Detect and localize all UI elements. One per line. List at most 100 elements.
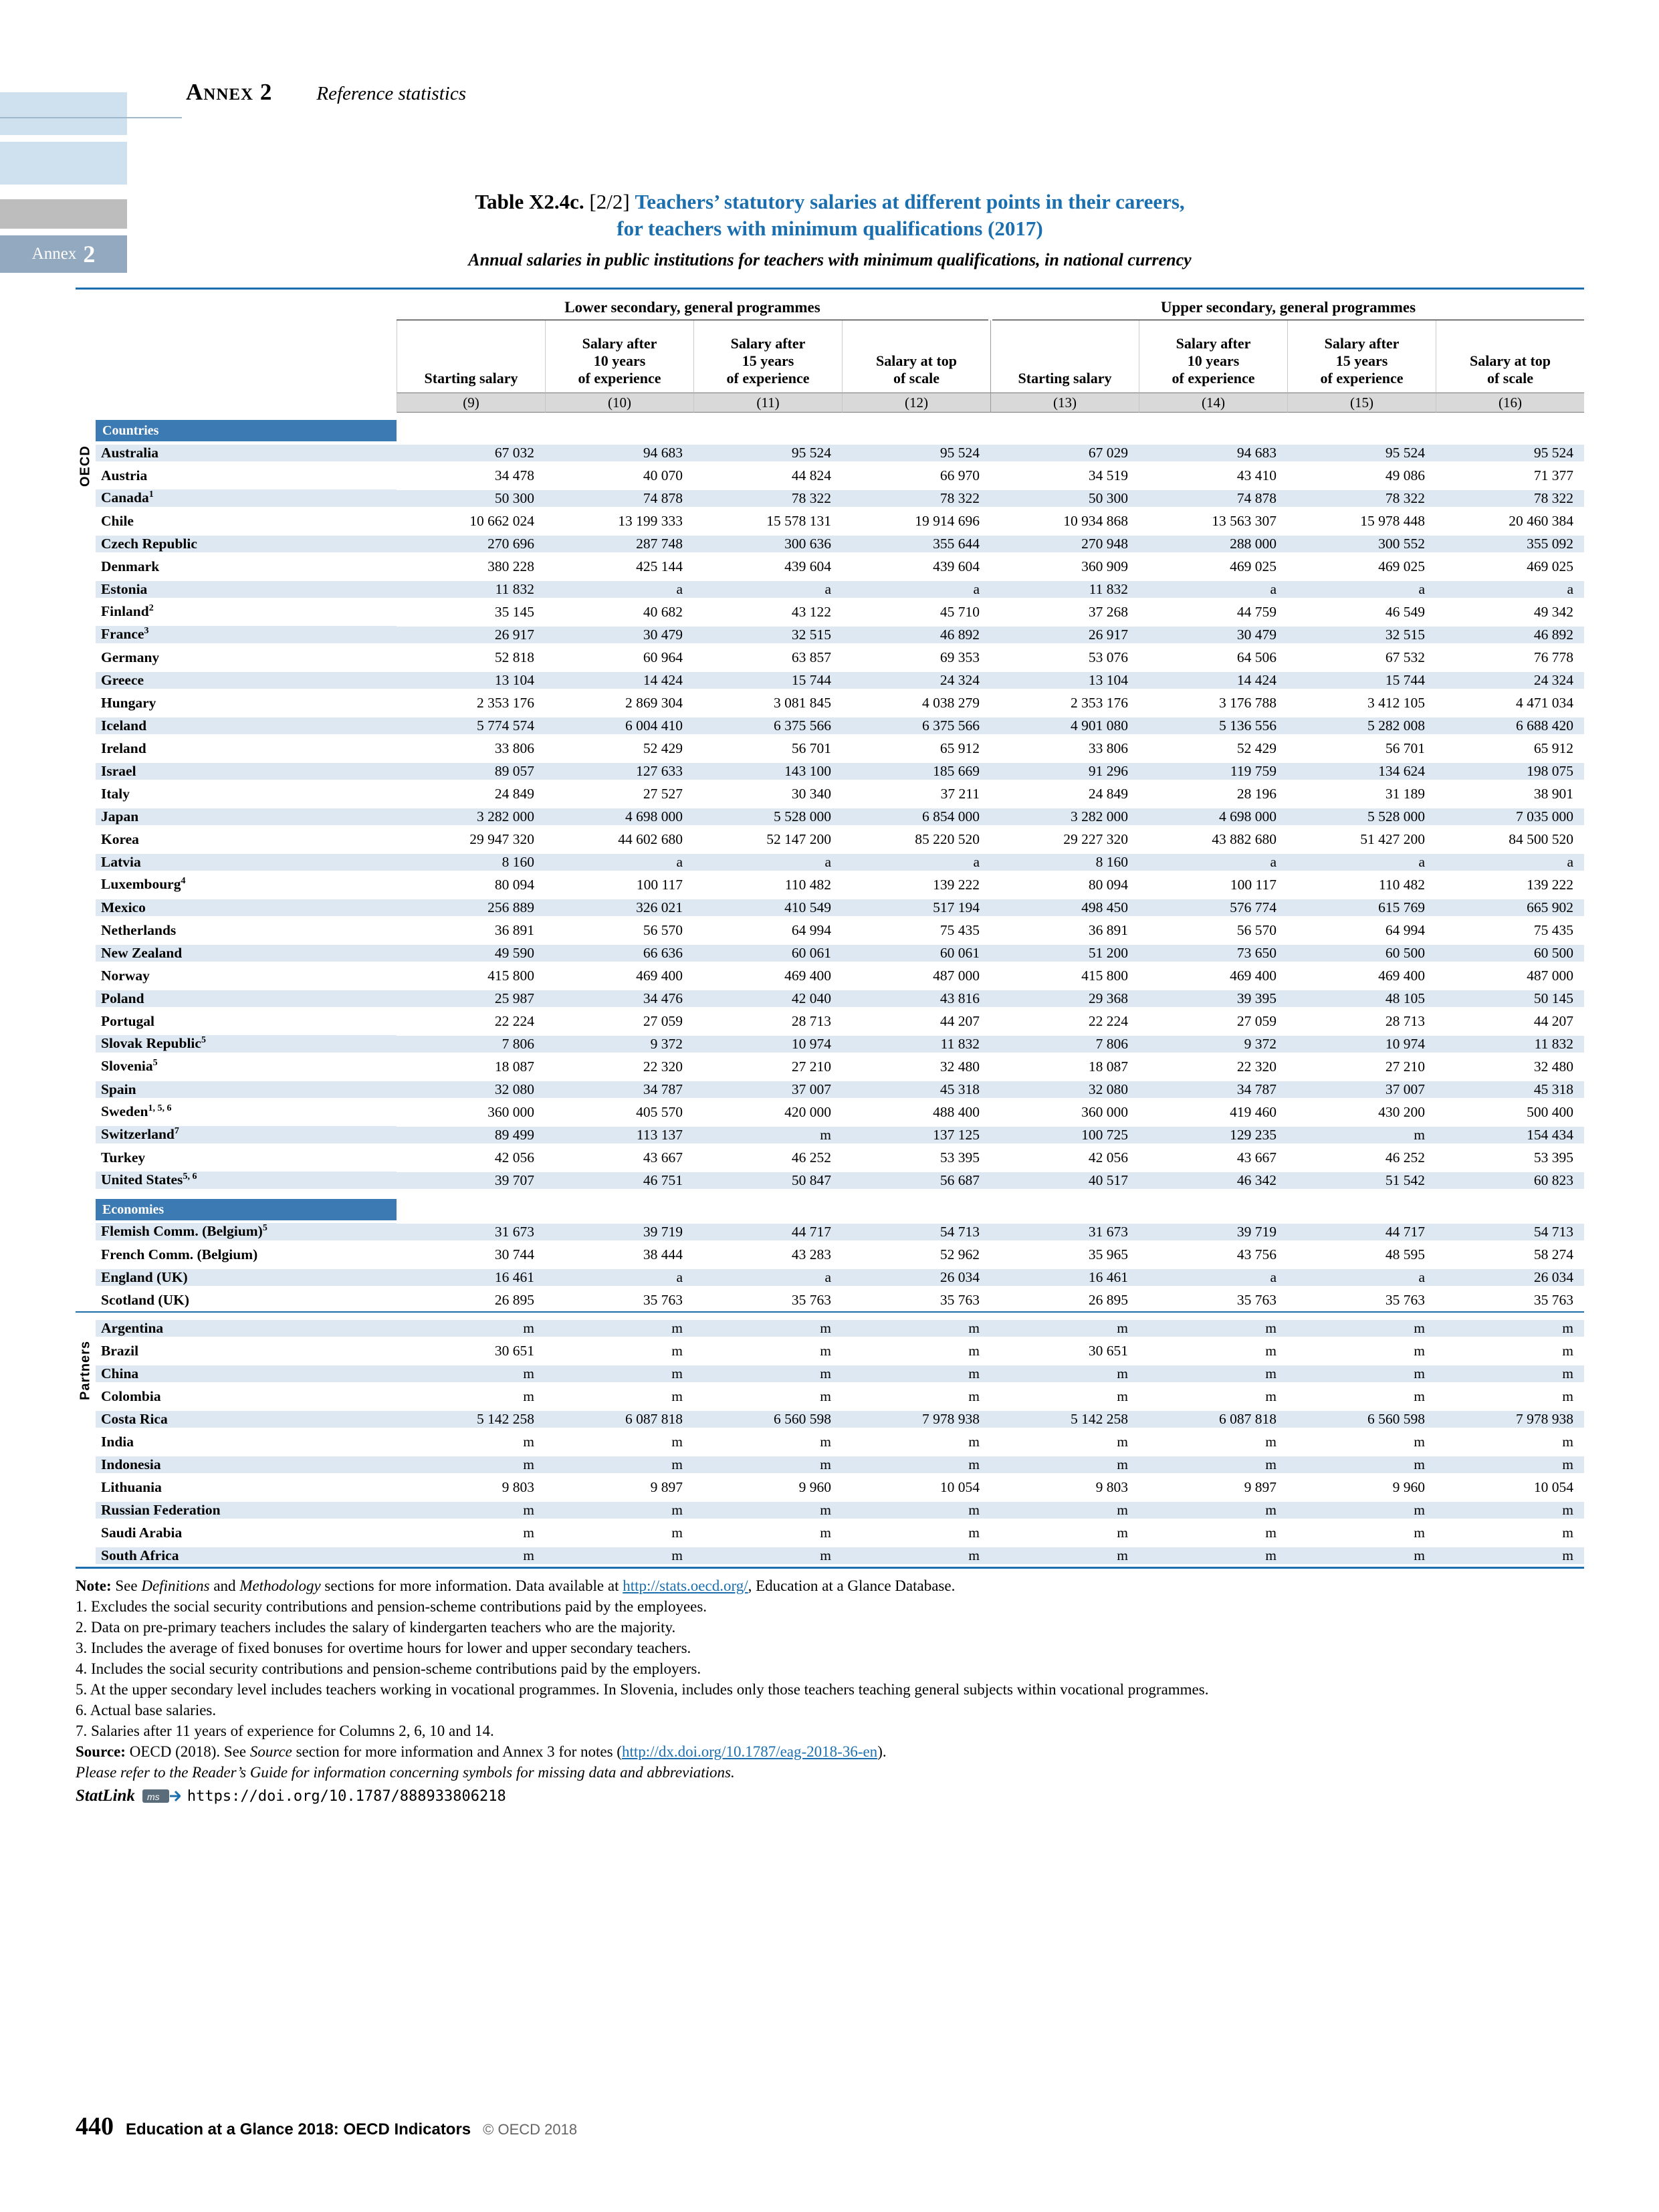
salary-value: m (1139, 1501, 1287, 1519)
salary-value: 18 087 (494, 1058, 534, 1075)
salary-value: 26 895 (494, 1291, 534, 1308)
salary-value: 74 878 (545, 489, 693, 507)
salary-value: m (842, 1365, 990, 1382)
salary-value: 113 137 (545, 1126, 693, 1143)
salary-value: m (523, 1433, 534, 1450)
column-header: Salary after 15 years of experience (1287, 320, 1436, 393)
salary-value: 355 092 (1436, 535, 1584, 552)
salary-value: 44 207 (1533, 1012, 1573, 1029)
salary-table: OECD Partners Lower secondary, general p… (76, 288, 1584, 1569)
note-link[interactable]: http://stats.oecd.org/ (623, 1577, 748, 1594)
salary-value: m (1287, 1319, 1436, 1337)
column-number: (13) (990, 393, 1139, 413)
salary-value: m (1414, 1388, 1425, 1404)
salary-value: 95 524 (842, 444, 990, 461)
salary-value: 32 080 (990, 1081, 1139, 1098)
salary-value: m (671, 1524, 683, 1541)
note-line: 4. Includes the social security contribu… (76, 1660, 701, 1677)
table-row: Slovenia5 18 087 22 320 27 210 32 480 18 087 2… (76, 1055, 1584, 1078)
salary-value: 35 763 (939, 1291, 980, 1308)
salary-value: 185 669 (842, 762, 990, 780)
salary-value: 410 549 (693, 899, 842, 916)
salary-value: 33 806 (1088, 740, 1128, 756)
salary-value: 4 698 000 (545, 808, 693, 825)
country-name: Germany (101, 649, 160, 665)
salary-value: 44 602 680 (618, 831, 683, 847)
table-row: Poland 25 987 34 476 42 040 43 816 29 368 39 3… (76, 987, 1584, 1010)
salary-value: 29 947 320 (469, 831, 534, 847)
salary-value: 64 994 (791, 921, 831, 938)
salary-value: m (968, 1388, 980, 1404)
salary-value: m (1287, 1456, 1436, 1473)
country-name: Switzerland7 (96, 1126, 397, 1143)
salary-value: 198 075 (1436, 762, 1584, 780)
salary-value: 56 701 (791, 740, 831, 756)
oecd-side-label: OECD (78, 445, 93, 487)
country-name: Latvia (96, 853, 397, 871)
table-row: France3 26 917 30 479 32 515 46 892 26 917 30 … (76, 623, 1584, 646)
salary-value: 76 778 (1533, 649, 1573, 665)
salary-value: 43 816 (842, 990, 990, 1007)
country-name: France3 (96, 626, 397, 643)
salary-value: 9 372 (545, 1035, 693, 1053)
salary-value: 9 897 (650, 1478, 683, 1495)
salary-value: 4 038 279 (922, 694, 980, 711)
country-name: New Zealand (96, 944, 397, 962)
salary-value: 27 059 (643, 1012, 683, 1029)
salary-value: 31 673 (990, 1223, 1139, 1240)
salary-value: 80 094 (494, 876, 534, 893)
table-body: Countries Australia 67 032 94 683 95 524 95 5… (76, 413, 1584, 1567)
salary-value: 13 199 333 (618, 512, 683, 529)
salary-value: 29 368 (990, 990, 1139, 1007)
salary-value: 30 479 (545, 626, 693, 643)
salary-value: 85 220 520 (915, 831, 980, 847)
column-number: (14) (1139, 393, 1287, 413)
salary-value: 56 570 (1236, 921, 1277, 938)
salary-value: 46 252 (791, 1149, 831, 1166)
salary-value: 100 117 (1230, 876, 1277, 893)
salary-value: a (545, 1268, 693, 1286)
salary-value: 29 227 320 (1063, 831, 1128, 847)
salary-value: m (990, 1365, 1139, 1382)
salary-value: 7 978 938 (1436, 1410, 1584, 1428)
salary-value: 9 960 (798, 1478, 831, 1495)
salary-value: a (1139, 580, 1287, 598)
country-name: Russian Federation (96, 1501, 397, 1519)
salary-value: m (1436, 1365, 1584, 1382)
salary-value: 6 688 420 (1436, 717, 1584, 734)
header-rule (0, 117, 182, 118)
country-name: Japan (96, 808, 397, 825)
country-name: Argentina (96, 1319, 397, 1337)
salary-value: 16 461 (397, 1268, 545, 1286)
salary-value: 10 054 (1533, 1478, 1573, 1495)
salary-value: 576 774 (1139, 899, 1287, 916)
country-name: Denmark (101, 558, 160, 574)
salary-value: 10 662 024 (469, 512, 534, 529)
salary-value: 11 832 (397, 580, 545, 598)
salary-value: 58 274 (1533, 1246, 1573, 1262)
salary-value: 10 974 (693, 1035, 842, 1053)
salary-value: 154 434 (1436, 1126, 1584, 1143)
salary-value: 488 400 (933, 1103, 980, 1120)
salary-value: m (1117, 1388, 1128, 1404)
salary-value: m (523, 1388, 534, 1404)
salary-value: 35 763 (643, 1291, 683, 1308)
table-row: French Comm. (Belgium) 30 744 38 444 43 283… (76, 1243, 1584, 1266)
salary-value: 3 176 788 (1219, 694, 1277, 711)
salary-value: 487 000 (1527, 967, 1573, 984)
country-name: China (96, 1365, 397, 1382)
salary-value: 38 901 (1533, 785, 1573, 802)
salary-value: 7 035 000 (1436, 808, 1584, 825)
country-name: Slovak Republic5 (96, 1035, 397, 1053)
salary-value: 9 960 (1392, 1478, 1425, 1495)
salary-value: m (671, 1433, 683, 1450)
salary-value: 95 524 (1287, 444, 1436, 461)
note-link[interactable]: http://dx.doi.org/10.1787/eag-2018-36-en (621, 1743, 878, 1760)
salary-value: m (968, 1433, 980, 1450)
footer-copyright: © OECD 2018 (483, 2121, 578, 2138)
salary-value: m (1414, 1433, 1425, 1450)
salary-value: m (1265, 1524, 1277, 1541)
salary-value: 3 282 000 (990, 808, 1139, 825)
statlink-url[interactable]: https://doi.org/10.1787/888933806218 (187, 1787, 506, 1805)
table-row: Russian Federation m m m m m m m m (76, 1499, 1584, 1521)
